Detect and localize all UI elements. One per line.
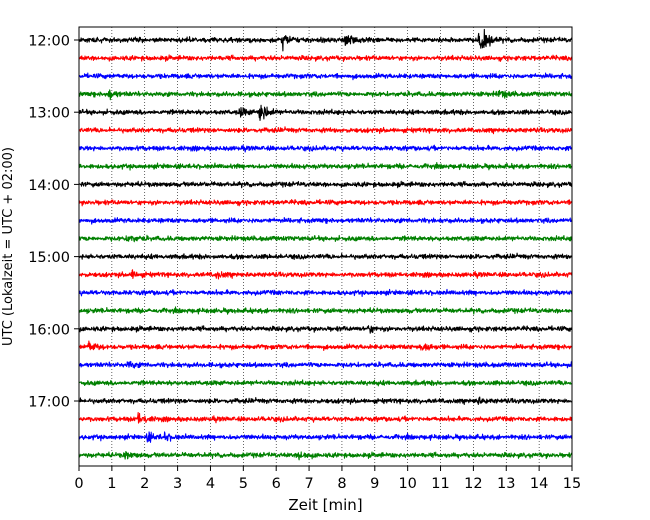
x-tick-label: 8: [337, 476, 346, 492]
y-tick-label: 13:00: [28, 106, 70, 122]
trace-1630: [78, 360, 573, 369]
y-axis-ticks: 12:00 13:00 14:00 15:00 16:00 17:00: [28, 34, 79, 411]
x-tick-label: 9: [370, 476, 379, 492]
x-tick-label: 12: [464, 476, 482, 492]
y-tick-label: 14:00: [28, 178, 70, 194]
plot-area-frame: [78, 26, 573, 467]
trace-1700: [78, 396, 573, 406]
x-tick-label: 4: [206, 476, 215, 492]
trace-1500: [78, 252, 573, 261]
trace-1315: [78, 126, 573, 135]
x-tick-label: 2: [140, 476, 149, 492]
trace-1245: [78, 89, 573, 101]
x-tick-label: 15: [563, 476, 581, 492]
trace-1200: [78, 28, 573, 52]
x-tick-label: 6: [272, 476, 281, 492]
trace-1745: [78, 450, 573, 461]
x-tick-label: 13: [497, 476, 515, 492]
y-tick-label: 17:00: [28, 395, 70, 411]
trace-1730: [78, 431, 573, 443]
x-tick-label: 1: [107, 476, 116, 492]
x-axis-ticks: 0 1 2 3 4 5 6 7 8 9 10 11 12 13 14 15: [74, 466, 581, 492]
trace-1445: [78, 234, 573, 243]
x-axis-title: Zeit [min]: [288, 496, 362, 514]
trace-1545: [78, 306, 573, 315]
trace-1415: [78, 198, 573, 207]
x-tick-label: 0: [74, 476, 83, 492]
trace-1715: [78, 411, 573, 424]
trace-1600: [78, 325, 573, 334]
trace-1515: [78, 269, 573, 280]
trace-1215: [78, 54, 573, 62]
y-tick-label: 12:00: [28, 34, 70, 50]
grid-lines: [111, 27, 540, 466]
trace-1300: [78, 104, 573, 121]
x-tick-label: 14: [530, 476, 548, 492]
trace-1645: [78, 379, 573, 387]
trace-1615: [78, 340, 573, 352]
trace-1230: [78, 72, 573, 81]
trace-1530: [78, 288, 573, 298]
trace-1400: [78, 180, 573, 189]
x-tick-label: 11: [431, 476, 449, 492]
x-tick-label: 3: [173, 476, 182, 492]
trace-1430: [78, 216, 573, 225]
x-tick-label: 7: [304, 476, 313, 492]
y-axis-title: UTC (Lokalzeit = UTC + 02:00): [1, 147, 16, 346]
y-tick-label: 15:00: [28, 250, 70, 266]
x-tick-label: 5: [239, 476, 248, 492]
trace-series-group: [78, 28, 573, 461]
trace-1345: [78, 161, 573, 171]
y-tick-label: 16:00: [28, 322, 70, 338]
trace-1330: [78, 144, 573, 153]
x-tick-label: 10: [398, 476, 416, 492]
